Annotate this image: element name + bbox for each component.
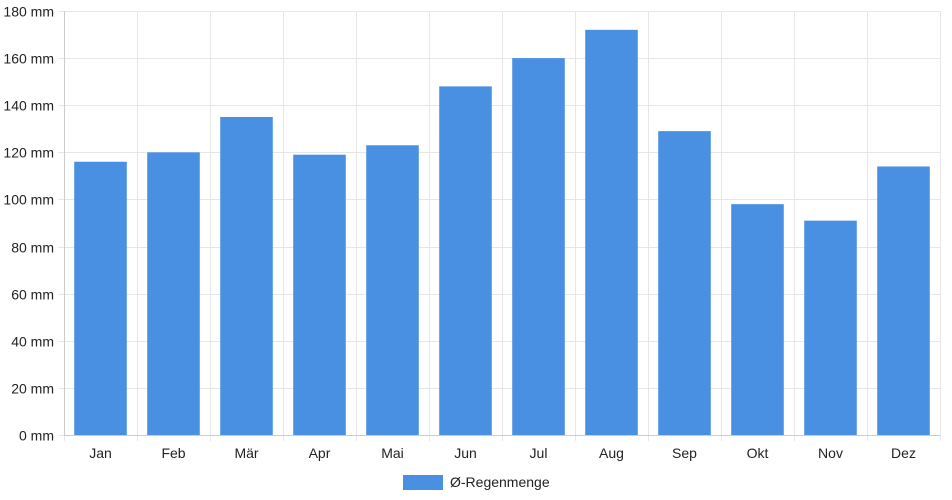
bar-mai[interactable] [366,145,419,435]
x-axis-tick-labels: Jan Feb Mär Apr Mai Jun Jul Aug Sep Okt Nov Dez [89,445,916,461]
x-tick-label: Jul [530,445,548,461]
y-tick-label: 120 mm [3,145,54,161]
x-tick-label: Jun [454,445,477,461]
legend[interactable]: Ø-Regenmenge [403,474,550,490]
bar-dez[interactable] [877,166,930,435]
x-tick-label: Nov [818,445,843,461]
y-tick-label: 100 mm [3,192,54,208]
bars [74,29,930,436]
y-tick-label: 180 mm [3,4,54,20]
y-tick-label: 20 mm [11,381,54,397]
bar-jan[interactable] [74,161,127,435]
axes [64,11,940,436]
x-tick-label: Jan [89,445,112,461]
legend-swatch [403,475,443,490]
legend-label: Ø-Regenmenge [450,474,550,490]
bar-okt[interactable] [731,204,784,435]
x-tick-label: Mär [234,445,258,461]
y-tick-label: 40 mm [11,334,54,350]
x-tick-label: Feb [161,445,185,461]
bar-jun[interactable] [439,86,492,435]
x-tick-label: Dez [891,445,916,461]
bar-apr[interactable] [293,154,346,435]
y-tick-label: 0 mm [19,428,54,444]
bar-aug[interactable] [585,29,638,435]
bar-jul[interactable] [512,58,565,435]
x-tick-label: Sep [672,445,697,461]
y-tick-label: 160 mm [3,51,54,67]
x-tick-label: Aug [599,445,624,461]
y-tick-label: 80 mm [11,240,54,256]
x-tick-label: Apr [309,445,331,461]
x-tick-label: Mai [381,445,404,461]
bar-sep[interactable] [658,131,711,435]
bar-mär[interactable] [220,117,273,435]
y-tick-label: 140 mm [3,98,54,114]
bar-feb[interactable] [147,152,200,436]
y-axis-tick-labels: 0 mm 20 mm 40 mm 60 mm 80 mm 100 mm 120 mm 140 … [3,4,54,444]
y-tick-label: 60 mm [11,287,54,303]
bar-nov[interactable] [804,220,857,435]
x-tick-label: Okt [747,445,769,461]
